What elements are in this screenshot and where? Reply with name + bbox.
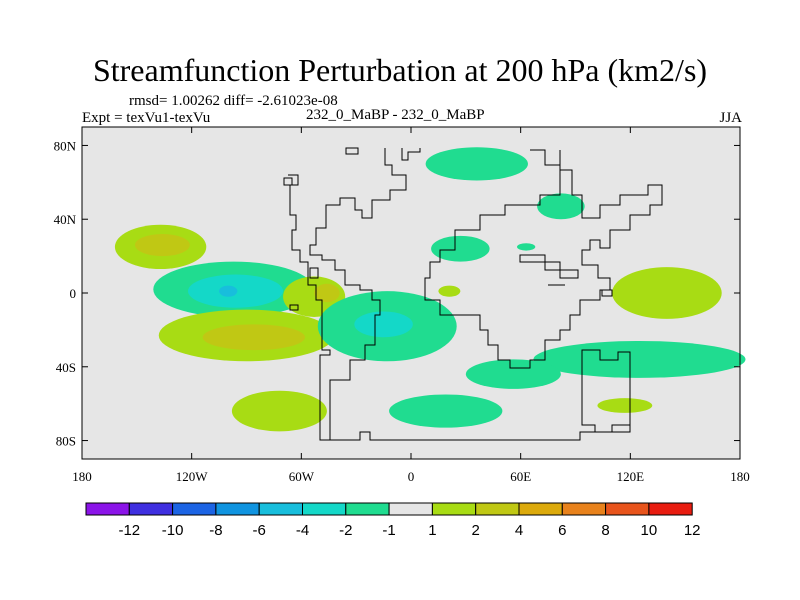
anomaly-a-contour xyxy=(537,193,585,220)
anomaly-a-contour xyxy=(231,390,327,432)
america-coast xyxy=(288,148,407,441)
anomaly-a-contour xyxy=(465,359,561,389)
y-tick-label: 80S xyxy=(56,434,76,449)
anomaly-a-contour xyxy=(354,311,413,338)
colorbar-swatch xyxy=(302,502,347,516)
anomaly-a-contour xyxy=(425,147,528,181)
anomaly-b-contour xyxy=(135,233,190,257)
islands-coast xyxy=(283,177,319,311)
anomaly-b-contour xyxy=(314,283,340,303)
x-tick-label: 60W xyxy=(289,469,315,484)
x-tick-label: 60E xyxy=(510,469,531,484)
colorbar-swatch xyxy=(345,502,390,516)
colorbar-label: -4 xyxy=(296,522,309,539)
run-label: 232_0_MaBP - 232_0_MaBP xyxy=(306,107,485,123)
pacific-islands-coast xyxy=(519,254,613,297)
x-tick-label: 180 xyxy=(72,469,92,484)
colorbar-label: 2 xyxy=(472,522,480,539)
coastline-layer xyxy=(283,147,663,441)
europe-africa-asia-coast xyxy=(401,148,663,369)
x-tick-label: 120W xyxy=(176,469,209,484)
colorbar-label: -6 xyxy=(253,522,266,539)
colorbar-label: -12 xyxy=(118,522,140,539)
anomaly-a-contour xyxy=(431,235,490,262)
colorbar-swatch xyxy=(431,502,477,516)
anomaly-b-contour xyxy=(612,267,722,319)
colorbar-swatch xyxy=(172,502,217,516)
y-tick-label: 40N xyxy=(54,212,77,227)
colorbar-swatch xyxy=(215,502,260,516)
x-tick-label: 180 xyxy=(730,469,750,484)
x-tick-label: 0 xyxy=(408,469,415,484)
colorbar-swatch xyxy=(475,502,520,516)
stats-label: rmsd= 1.00262 diff= -2.61023e-08 xyxy=(129,93,338,109)
anomaly-a-contour xyxy=(597,398,653,413)
chart-title: Streamfunction Perturbation at 200 hPa (… xyxy=(92,52,708,88)
anomaly-a-contour xyxy=(533,340,746,378)
axes-layer: 180 120W 60W 0 60E 120E 180 80N 40N 0 40S 80S xyxy=(54,127,750,484)
colorbar-swatch xyxy=(518,502,563,516)
colorbar-label: 8 xyxy=(601,522,609,539)
colorbar-label: 4 xyxy=(515,522,523,539)
colorbar-label: 12 xyxy=(684,522,701,539)
anomaly-a-contour xyxy=(517,243,536,251)
y-tick-label: 0 xyxy=(70,286,77,301)
colorbar-label: -1 xyxy=(382,522,395,539)
colorbar-swatch xyxy=(258,502,304,516)
anomaly-b-contour xyxy=(202,324,305,351)
colorbar-label: -2 xyxy=(339,522,352,539)
season-label: JJA xyxy=(719,110,742,126)
colorbar-label: 10 xyxy=(641,522,658,539)
anomaly-a-contour xyxy=(219,285,238,297)
colorbar-swatch xyxy=(605,502,650,516)
colorbar-swatch xyxy=(85,502,130,516)
greenland-coast xyxy=(345,147,359,155)
y-tick-label: 40S xyxy=(56,360,76,375)
colorbar-swatch xyxy=(648,502,693,516)
anomaly-b-contour xyxy=(438,285,461,297)
colorbar-label: -10 xyxy=(162,522,184,539)
colorbar-label: 6 xyxy=(558,522,566,539)
y-tick-label: 80N xyxy=(54,138,77,153)
colorbar-swatch xyxy=(561,502,607,516)
colorbar-label: 1 xyxy=(428,522,436,539)
colorbar-swatch xyxy=(128,502,174,516)
x-tick-label: 120E xyxy=(617,469,645,484)
field-layer xyxy=(82,127,746,459)
colorbar: -12 -10 -8 -6 -4 -2 -1 1 2 4 6 8 10 12 xyxy=(85,502,701,539)
colorbar-label: -8 xyxy=(209,522,222,539)
experiment-label: Expt = texVu1-texVu xyxy=(82,110,211,126)
anomaly-a-contour xyxy=(389,394,503,428)
antarctica-coast xyxy=(330,425,631,441)
colorbar-swatch xyxy=(388,502,433,516)
